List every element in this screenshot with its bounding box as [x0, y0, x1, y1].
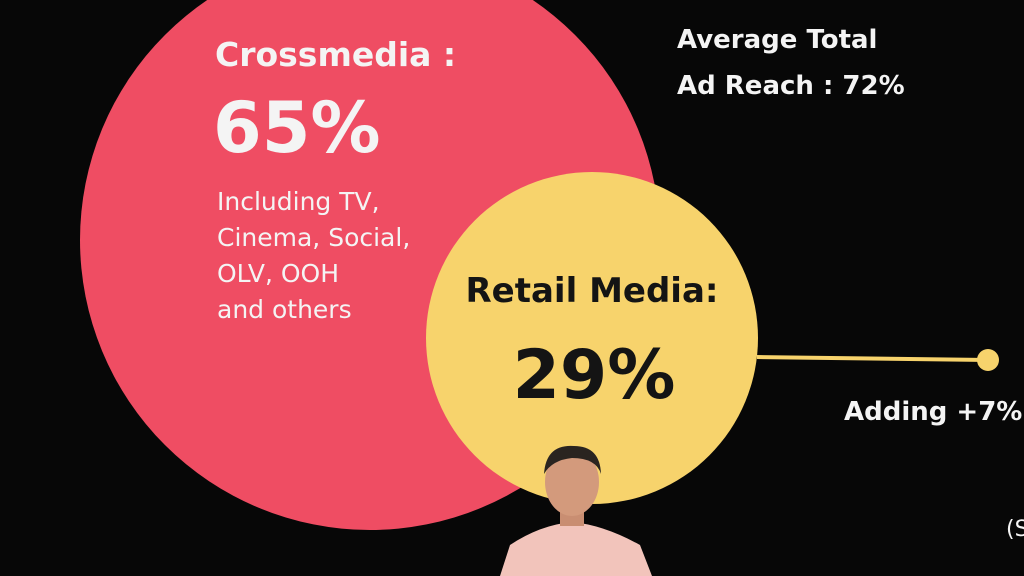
- speaker-shirt: [500, 522, 652, 576]
- retail-label: Retail Media:: [465, 271, 718, 311]
- crossmedia-detail: OLV, OOH: [217, 259, 339, 288]
- total-reach-line: Average Total: [677, 25, 877, 55]
- speaker: [500, 445, 652, 576]
- crossmedia-detail: Including TV,: [217, 187, 380, 216]
- retail-circle: [426, 172, 758, 504]
- crossmedia-value: 65%: [213, 87, 381, 169]
- speaker-hair: [544, 445, 601, 474]
- adding-label: Adding +7%: [844, 397, 1022, 427]
- crossmedia-label: Crossmedia :: [215, 35, 456, 74]
- connector-dot: [977, 349, 999, 371]
- crossmedia-detail: and others: [217, 295, 352, 324]
- crossmedia-detail: Cinema, Social,: [217, 223, 410, 252]
- connector-line: [756, 355, 989, 362]
- total-reach-line: Ad Reach : 72%: [677, 71, 905, 101]
- speaker-head: [545, 448, 599, 516]
- retail-value: 29%: [513, 336, 676, 415]
- edge-text: (S: [1006, 517, 1024, 542]
